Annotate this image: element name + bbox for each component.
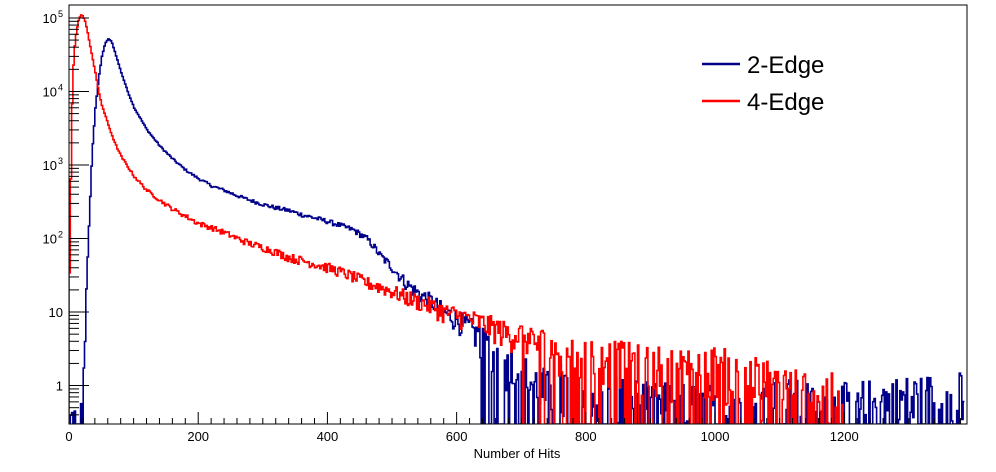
x-tick-label: 1200 bbox=[830, 429, 859, 444]
y-tick-label: 10 bbox=[43, 158, 57, 173]
legend-label-4-edge: 4-Edge bbox=[747, 89, 824, 116]
plot-frame bbox=[68, 4, 968, 425]
plot-background bbox=[69, 5, 967, 424]
series-line-4-edge bbox=[69, 14, 846, 424]
x-tick-label: 200 bbox=[187, 429, 209, 444]
x-tick-label: 0 bbox=[65, 429, 72, 444]
y-tick-exponent: 2 bbox=[58, 230, 63, 240]
x-axis: 0 200 400 600 800 1000 1200 bbox=[65, 412, 962, 444]
y-tick-label: 10 bbox=[49, 305, 63, 320]
series-line-2-edge bbox=[69, 38, 965, 424]
y-tick-label: 10 bbox=[43, 84, 57, 99]
y-tick-label: 1 bbox=[56, 379, 63, 394]
x-tick-label: 400 bbox=[317, 429, 339, 444]
x-tick-label: 800 bbox=[575, 429, 597, 444]
x-axis-label: Number of Hits bbox=[474, 446, 561, 461]
legend-label-2-edge: 2-Edge bbox=[747, 52, 824, 79]
series-layer bbox=[69, 14, 965, 424]
y-tick-label: 10 bbox=[43, 232, 57, 247]
y-tick-exponent: 3 bbox=[58, 156, 63, 166]
y-tick-exponent: 4 bbox=[58, 82, 63, 92]
x-tick-label: 600 bbox=[446, 429, 468, 444]
legend: 2-Edge 4-Edge bbox=[702, 52, 824, 116]
x-tick-label: 1000 bbox=[701, 429, 730, 444]
y-tick-exponent: 5 bbox=[58, 9, 63, 19]
y-tick-label: 10 bbox=[43, 11, 57, 26]
